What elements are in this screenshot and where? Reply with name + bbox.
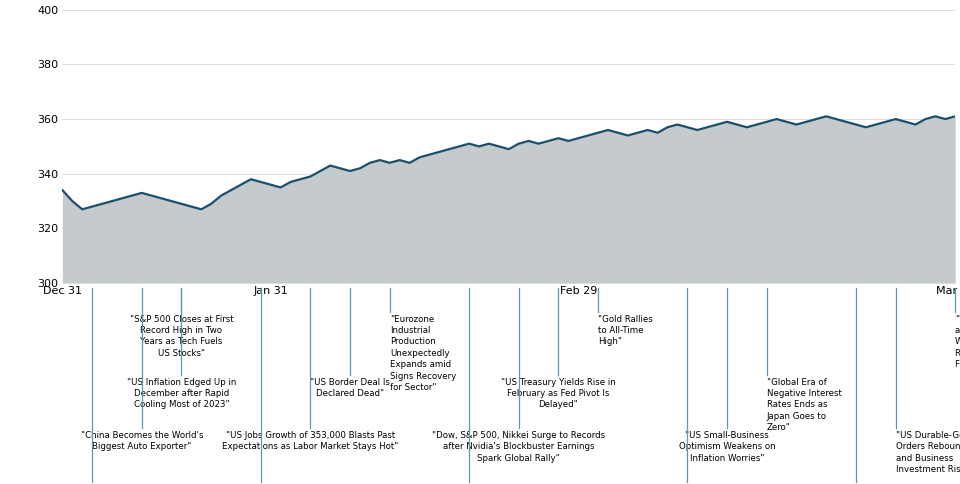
Text: "US Small-Business
Optimism Weakens on
Inflation Worries": "US Small-Business Optimism Weakens on I…	[679, 431, 776, 463]
Text: "Dow, S&P 500, Nikkei Surge to Records
after Nvidia's Blockbuster Earnings
Spark: "Dow, S&P 500, Nikkei Surge to Records a…	[432, 431, 606, 463]
Text: Jan 31: Jan 31	[253, 286, 288, 296]
Text: "US Inflation Edged Up in
December after Rapid
Cooling Most of 2023": "US Inflation Edged Up in December after…	[127, 378, 236, 409]
Text: "US Border Deal Is
Declared Dead": "US Border Deal Is Declared Dead"	[310, 378, 390, 398]
Text: "US Durable-Goods
Orders Rebound
and Business
Investment Rises": "US Durable-Goods Orders Rebound and Bus…	[896, 431, 960, 474]
Text: "China Becomes the World's
Biggest Auto Exporter": "China Becomes the World's Biggest Auto …	[81, 431, 203, 451]
Text: "Global Era of
Negative Interest
Rates Ends as
Japan Goes to
Zero": "Global Era of Negative Interest Rates E…	[767, 378, 842, 432]
Text: "US Treasury Yields Rise in
February as Fed Pivot Is
Delayed": "US Treasury Yields Rise in February as …	[501, 378, 615, 409]
Text: Mar 31: Mar 31	[936, 286, 960, 296]
Text: "Eurozone
Industrial
Production
Unexpectedly
Expands amid
Signs Recovery
for Sec: "Eurozone Industrial Production Unexpect…	[390, 315, 456, 393]
Text: "S&P 500 Closes at First
Record High in Two
Years as Tech Fuels
US Stocks": "S&P 500 Closes at First Record High in …	[130, 315, 233, 358]
Text: Feb 29: Feb 29	[560, 286, 597, 296]
Text: "Markets
around the
World Set
Records in
First Quarter": "Markets around the World Set Records in…	[955, 315, 960, 369]
Text: "US Jobs Growth of 353,000 Blasts Past
Expectations as Labor Market Stays Hot": "US Jobs Growth of 353,000 Blasts Past E…	[222, 431, 398, 451]
Text: Dec 31: Dec 31	[43, 286, 82, 296]
Text: "Gold Rallies
to All-Time
High": "Gold Rallies to All-Time High"	[598, 315, 653, 347]
